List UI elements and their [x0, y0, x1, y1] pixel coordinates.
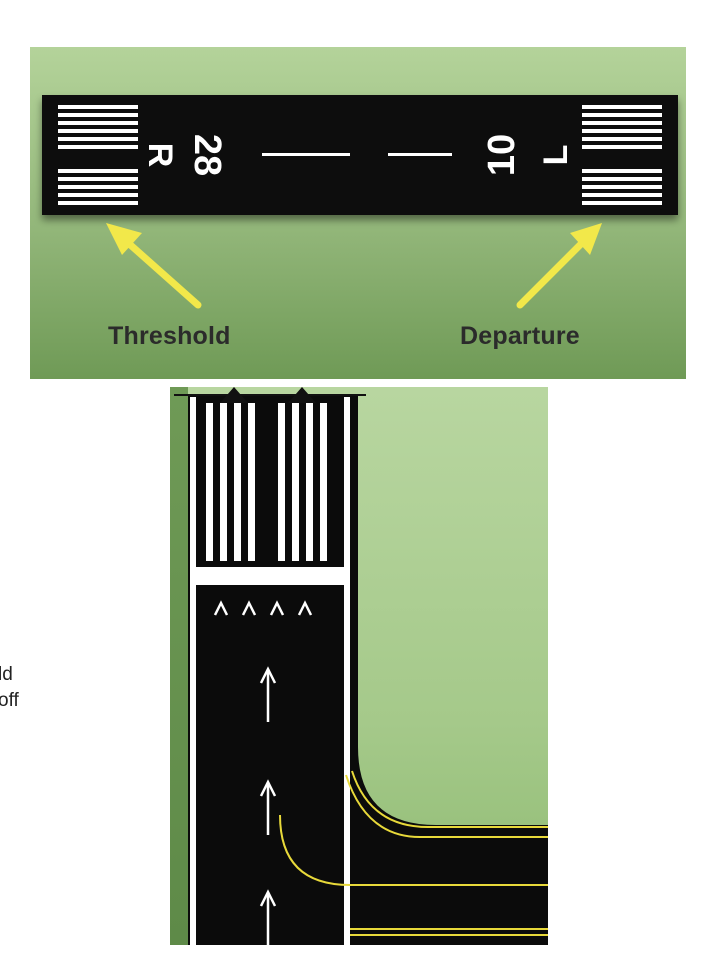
- centerline-dash-2: [388, 153, 452, 156]
- runway-strip: [42, 95, 678, 215]
- left-designator-number: 28: [186, 134, 228, 176]
- displaced-threshold-arrow-icon: [259, 666, 277, 945]
- centerline-dash-1: [262, 153, 350, 156]
- runway-overview-svg: 28 R 10 L: [30, 47, 686, 379]
- taxiway-markings: [279, 770, 548, 936]
- left-threshold-bars: [58, 105, 138, 205]
- side-text-line-1: ld: [0, 664, 13, 685]
- chevron-arrow-icon: [213, 600, 313, 616]
- side-text-line-2: off: [0, 690, 19, 711]
- right-threshold-bars: [582, 105, 662, 205]
- displaced-threshold-svg: [170, 387, 548, 945]
- displaced-threshold-diagram: [170, 387, 548, 945]
- runway-overview-diagram: 28 R 10 L: [30, 47, 686, 379]
- right-edge-line: [344, 397, 350, 945]
- right-designator-number: 10: [481, 134, 523, 176]
- left-edge-line: [190, 397, 196, 945]
- left-designator-letter: R: [141, 143, 179, 168]
- threshold-arrow-icon: [106, 223, 202, 309]
- departure-label: Departure: [460, 322, 580, 350]
- left-grass-edge: [170, 387, 188, 945]
- threshold-bars: [206, 403, 327, 561]
- departure-arrow-icon: [516, 223, 602, 309]
- right-designator-letter: L: [537, 145, 575, 166]
- threshold-label: Threshold: [108, 322, 231, 350]
- threshold-bar: [190, 567, 350, 585]
